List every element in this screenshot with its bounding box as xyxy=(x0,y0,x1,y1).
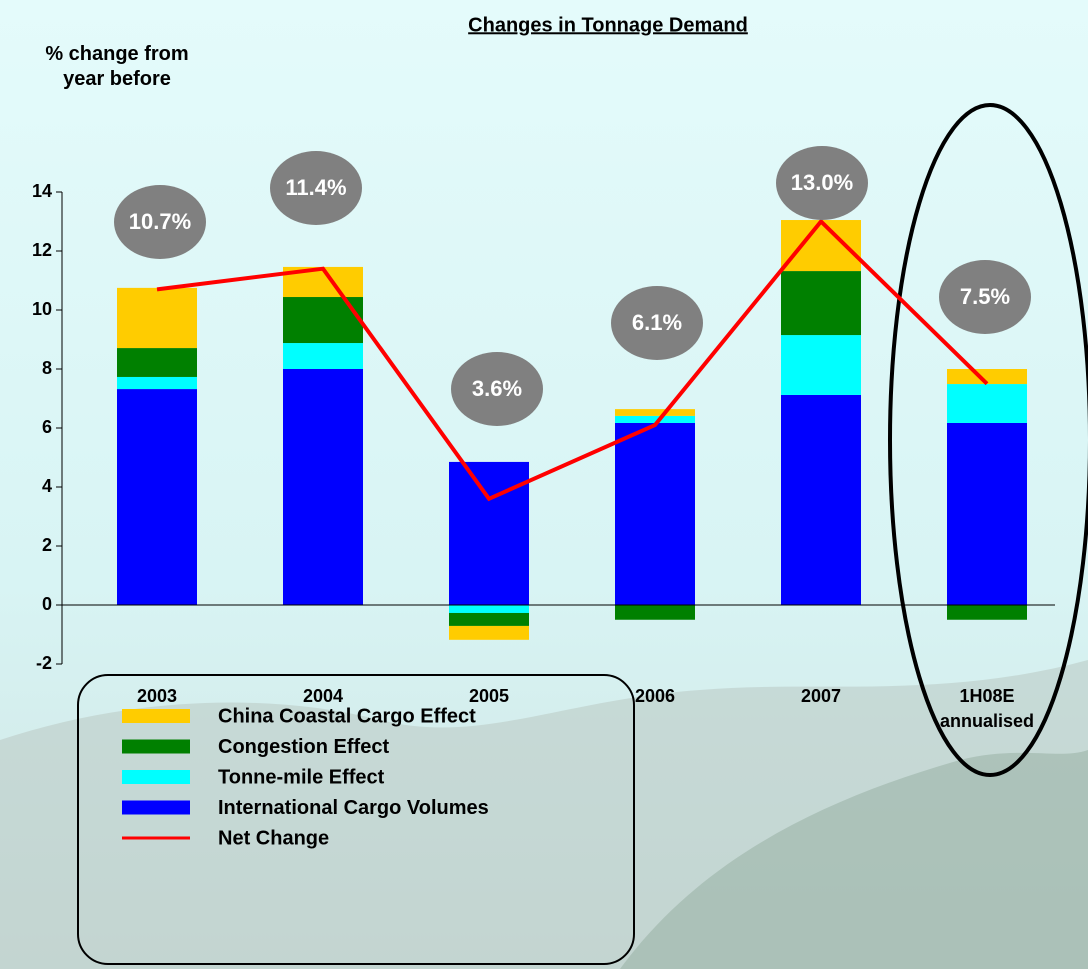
y-tick-label: 4 xyxy=(42,476,52,496)
bar-segment xyxy=(117,348,197,377)
label-bubble xyxy=(114,185,206,259)
label-bubble xyxy=(776,146,868,220)
y-tick-label: -2 xyxy=(36,653,52,673)
bar-segment xyxy=(283,297,363,344)
y-tick-label: 12 xyxy=(32,240,52,260)
bar-segment xyxy=(449,605,529,613)
y-tick-label: 8 xyxy=(42,358,52,378)
bar-segment xyxy=(947,369,1027,385)
bar-segment xyxy=(283,369,363,605)
y-tick-label: 14 xyxy=(32,181,52,201)
data-label: 13.0% xyxy=(791,170,853,195)
legend-swatch xyxy=(122,739,190,754)
label-bubble xyxy=(611,286,703,360)
bar-segment xyxy=(449,625,529,640)
bar-segment xyxy=(117,389,197,605)
bar-segment xyxy=(781,220,861,272)
label-bubble xyxy=(270,151,362,225)
y-tick-label: 2 xyxy=(42,535,52,555)
label-bubble xyxy=(451,352,543,426)
data-label: 7.5% xyxy=(960,284,1010,309)
y-axis-label: % change from year before xyxy=(45,43,189,90)
legend-swatch xyxy=(122,800,190,815)
data-label: 11.4% xyxy=(285,175,346,200)
legend-label: Tonne-mile Effect xyxy=(218,766,385,788)
bar-segment xyxy=(781,335,861,395)
legend-swatch xyxy=(122,770,190,784)
bar-segment xyxy=(117,376,197,390)
landscape xyxy=(0,660,1088,969)
bar-segment xyxy=(615,415,695,423)
bar-segment xyxy=(615,422,695,605)
x-tick-label: 2004 xyxy=(302,686,344,706)
x-tick-label: 2005 xyxy=(468,686,510,706)
net-line xyxy=(156,218,989,502)
bar-segment xyxy=(283,343,363,369)
bar-segment xyxy=(781,271,861,336)
x-tick-label: 2003 xyxy=(136,686,178,706)
bar-segment xyxy=(615,409,695,416)
legend-swatch xyxy=(122,709,190,723)
landscape xyxy=(620,750,1088,969)
label-bubble xyxy=(939,260,1031,334)
legend-label: Net Change xyxy=(218,827,329,849)
bar-segment xyxy=(947,605,1027,620)
data-label: 10.7% xyxy=(129,209,191,234)
data-label: 3.6% xyxy=(472,376,522,401)
y-tick-label: 6 xyxy=(42,417,52,437)
legend-box xyxy=(77,674,635,965)
bar-segment xyxy=(615,605,695,620)
bar-segment xyxy=(449,461,529,605)
x-tick-label: 2007 xyxy=(800,686,842,706)
bar-segment xyxy=(117,287,197,349)
data-label: 6.1% xyxy=(632,310,682,335)
chart-title: Changes in Tonnage Demand xyxy=(468,14,748,36)
x-tick-label: 1H08E annualised xyxy=(939,686,1035,731)
x-tick-label: 2006 xyxy=(634,686,676,706)
highlight-ellipse xyxy=(888,103,1088,777)
bar-segment xyxy=(947,384,1027,423)
legend-label: Congestion Effect xyxy=(218,736,389,758)
legend-label: International Cargo Volumes xyxy=(218,797,489,819)
legend-label: China Coastal Cargo Effect xyxy=(218,705,476,727)
bar-segment xyxy=(449,612,529,626)
bar-segment xyxy=(947,422,1027,605)
bar-segment xyxy=(781,394,861,605)
y-tick-label: 10 xyxy=(32,299,52,319)
y-tick-label: 0 xyxy=(42,594,52,614)
